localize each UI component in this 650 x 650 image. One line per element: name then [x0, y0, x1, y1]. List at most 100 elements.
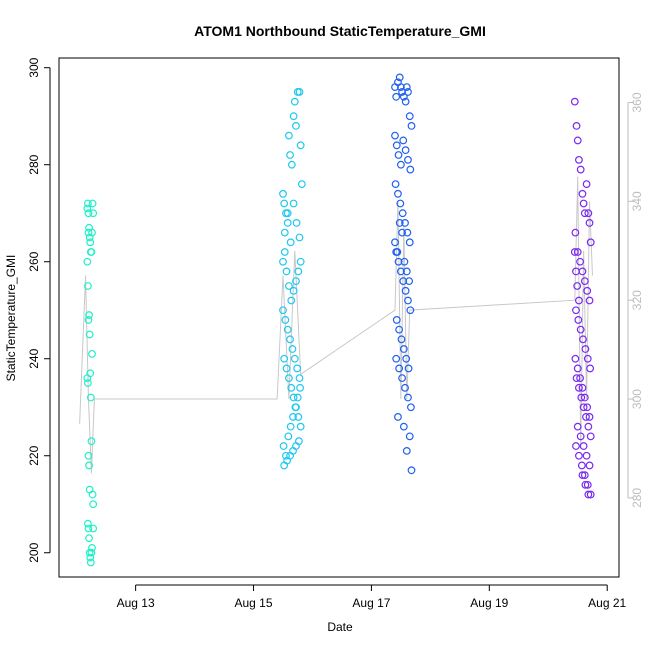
scatter-point: [292, 122, 300, 130]
scatter-point: [579, 403, 588, 412]
scatter-point: [401, 286, 410, 295]
scatter-point: [580, 209, 589, 218]
scatter-point: [584, 209, 593, 218]
scatter-point: [586, 238, 595, 247]
scatter-point: [578, 383, 587, 392]
scatter-point: [580, 277, 589, 286]
y-tick-label: 300: [27, 57, 41, 77]
scatter-point: [398, 374, 406, 383]
x-tick-label: Aug 21: [588, 596, 626, 610]
scatter-point: [394, 257, 403, 266]
scatter-point: [279, 442, 288, 450]
y-tick-label: 200: [27, 542, 41, 562]
scatter-point: [576, 374, 584, 383]
x-tick-label: Aug 15: [235, 596, 273, 610]
scatter-point: [582, 451, 591, 460]
scatter-point: [402, 446, 411, 455]
scatter-point: [290, 354, 299, 363]
scatter-point: [401, 146, 410, 155]
scatter-point: [405, 112, 414, 121]
scatter-point: [280, 248, 289, 256]
y-tick-label: 220: [27, 445, 41, 465]
scatter-point: [404, 393, 412, 402]
scatter-point: [281, 316, 290, 324]
scatter-point: [580, 471, 589, 480]
scatter-point: [392, 92, 401, 101]
scatter-point: [396, 83, 405, 91]
scatter-point: [284, 432, 293, 441]
scatter-point: [405, 238, 414, 247]
scatter-point: [579, 442, 588, 450]
scatter-point: [582, 413, 590, 421]
scatter-point: [575, 451, 583, 460]
scatter-point: [83, 204, 92, 213]
scatter-point: [89, 209, 98, 218]
scatter-point: [576, 165, 585, 174]
scatter-point: [296, 383, 304, 392]
scatter-point: [394, 189, 402, 198]
scatter-point: [394, 151, 403, 159]
scatter-point: [287, 296, 296, 305]
scatter-point: [295, 88, 304, 96]
scatter-point: [279, 306, 287, 315]
scatter-point: [570, 97, 579, 106]
scatter-point: [399, 136, 408, 145]
scatter-point: [575, 296, 583, 305]
scatter-point: [580, 393, 589, 402]
axes-layer: Aug 13 Aug 15 Aug 17 Aug 19 Aug 21 200 220 240 2…: [27, 57, 644, 610]
scatter-point: [392, 354, 401, 363]
scatter-point: [84, 209, 93, 218]
scatter-point: [280, 354, 289, 363]
scatter-point: [400, 257, 409, 266]
scatter-point: [571, 228, 580, 237]
scatter-point: [296, 422, 305, 431]
scatter-point: [395, 364, 404, 373]
scatter-point: [89, 500, 98, 509]
scatter-point: [399, 422, 408, 431]
scatter-point: [404, 88, 412, 96]
scatter-point: [584, 490, 593, 499]
scatter-point: [585, 461, 594, 470]
scatter-point: [583, 286, 592, 295]
scatter-point: [578, 267, 587, 276]
y2-tick-label: 360: [630, 92, 644, 112]
scatter-point: [407, 122, 416, 130]
scatter-point: [282, 451, 290, 460]
series-2: [391, 73, 416, 475]
scatter-point: [288, 345, 297, 353]
scatter-point: [284, 282, 293, 290]
scatter-point: [286, 422, 295, 431]
scatter-point: [576, 325, 585, 334]
series-0: [83, 199, 98, 567]
scatter-point: [294, 413, 303, 421]
scatter-point: [404, 296, 412, 305]
scatter-point: [399, 277, 408, 286]
scatter-point: [586, 364, 595, 373]
scatter-point: [398, 88, 406, 96]
scatter-point: [406, 306, 415, 315]
scatter-point: [407, 466, 416, 475]
scatter-point: [585, 219, 594, 227]
secondary-series-line: [79, 176, 593, 474]
scatter-point: [581, 345, 590, 353]
scatter-point: [88, 349, 96, 358]
scatter-point: [578, 189, 587, 198]
x-tick-label: Aug 13: [117, 596, 155, 610]
scatter-point: [575, 383, 583, 392]
scatter-point: [290, 97, 299, 106]
scatter-point: [401, 97, 410, 106]
plot-frame: [58, 57, 620, 578]
scatter-point: [291, 403, 300, 412]
scatter-point: [572, 122, 581, 130]
scatter-point: [576, 257, 584, 266]
background-layer: [58, 57, 620, 578]
scatter-point: [85, 311, 93, 319]
scatter-point: [576, 432, 585, 441]
secondary-line-layer: [79, 176, 593, 474]
scatter-point: [88, 490, 97, 499]
scatter-point: [279, 257, 287, 266]
x-tick-label: Aug 17: [352, 596, 390, 610]
scatter-point: [283, 219, 292, 227]
